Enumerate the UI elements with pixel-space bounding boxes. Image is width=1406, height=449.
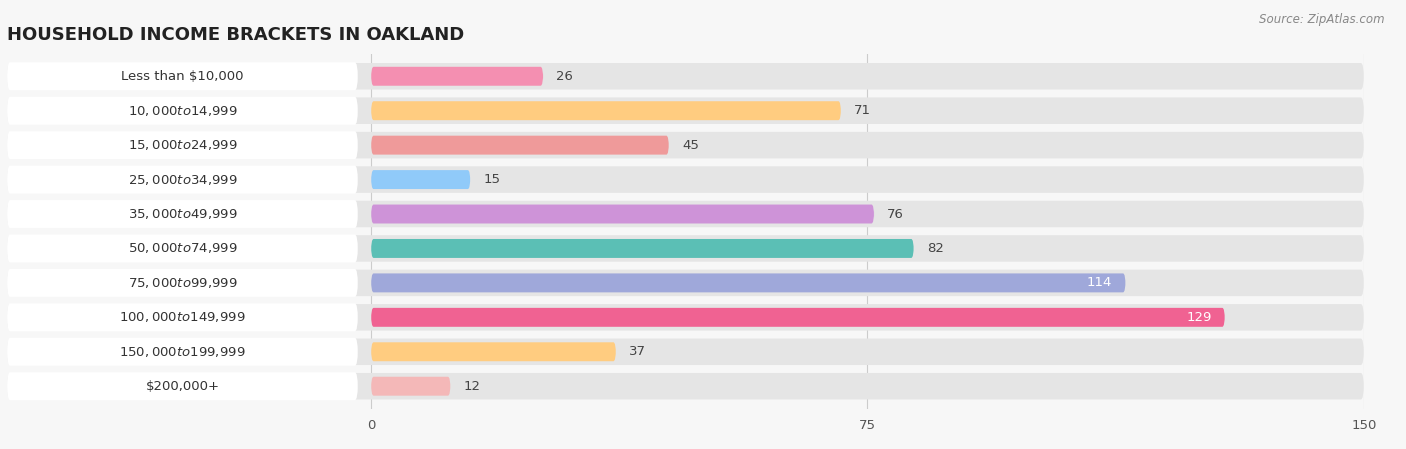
Text: 12: 12	[464, 380, 481, 393]
Text: 129: 129	[1187, 311, 1212, 324]
FancyBboxPatch shape	[7, 373, 1364, 400]
FancyBboxPatch shape	[7, 270, 1364, 296]
FancyBboxPatch shape	[7, 304, 357, 331]
Text: 114: 114	[1087, 277, 1112, 290]
Text: Less than $10,000: Less than $10,000	[121, 70, 243, 83]
FancyBboxPatch shape	[7, 62, 357, 90]
FancyBboxPatch shape	[7, 200, 357, 228]
Text: 71: 71	[855, 104, 872, 117]
Text: $50,000 to $74,999: $50,000 to $74,999	[128, 242, 238, 255]
FancyBboxPatch shape	[371, 101, 841, 120]
Text: $25,000 to $34,999: $25,000 to $34,999	[128, 172, 238, 187]
Text: 76: 76	[887, 207, 904, 220]
FancyBboxPatch shape	[7, 304, 1364, 330]
FancyBboxPatch shape	[7, 372, 357, 400]
Text: $10,000 to $14,999: $10,000 to $14,999	[128, 104, 238, 118]
FancyBboxPatch shape	[371, 308, 1225, 327]
Text: $200,000+: $200,000+	[145, 380, 219, 393]
Text: Source: ZipAtlas.com: Source: ZipAtlas.com	[1260, 13, 1385, 26]
Text: 82: 82	[927, 242, 943, 255]
FancyBboxPatch shape	[7, 166, 357, 194]
Text: 26: 26	[557, 70, 574, 83]
FancyBboxPatch shape	[7, 269, 357, 297]
FancyBboxPatch shape	[7, 338, 357, 366]
Text: $75,000 to $99,999: $75,000 to $99,999	[128, 276, 238, 290]
FancyBboxPatch shape	[371, 205, 875, 224]
FancyBboxPatch shape	[7, 97, 357, 125]
FancyBboxPatch shape	[371, 239, 914, 258]
Text: HOUSEHOLD INCOME BRACKETS IN OAKLAND: HOUSEHOLD INCOME BRACKETS IN OAKLAND	[7, 26, 464, 44]
FancyBboxPatch shape	[7, 201, 1364, 227]
FancyBboxPatch shape	[7, 97, 1364, 124]
Text: $150,000 to $199,999: $150,000 to $199,999	[120, 345, 246, 359]
Text: 15: 15	[484, 173, 501, 186]
FancyBboxPatch shape	[371, 342, 616, 361]
FancyBboxPatch shape	[371, 136, 669, 154]
Text: 45: 45	[682, 139, 699, 152]
FancyBboxPatch shape	[371, 377, 450, 396]
FancyBboxPatch shape	[371, 67, 543, 86]
FancyBboxPatch shape	[7, 339, 1364, 365]
Text: $15,000 to $24,999: $15,000 to $24,999	[128, 138, 238, 152]
FancyBboxPatch shape	[7, 235, 1364, 262]
FancyBboxPatch shape	[7, 131, 357, 159]
FancyBboxPatch shape	[371, 273, 1126, 292]
FancyBboxPatch shape	[7, 166, 1364, 193]
FancyBboxPatch shape	[371, 170, 471, 189]
FancyBboxPatch shape	[7, 132, 1364, 158]
Text: $35,000 to $49,999: $35,000 to $49,999	[128, 207, 238, 221]
Text: $100,000 to $149,999: $100,000 to $149,999	[120, 310, 246, 324]
Text: 37: 37	[628, 345, 647, 358]
FancyBboxPatch shape	[7, 234, 357, 262]
FancyBboxPatch shape	[7, 63, 1364, 89]
